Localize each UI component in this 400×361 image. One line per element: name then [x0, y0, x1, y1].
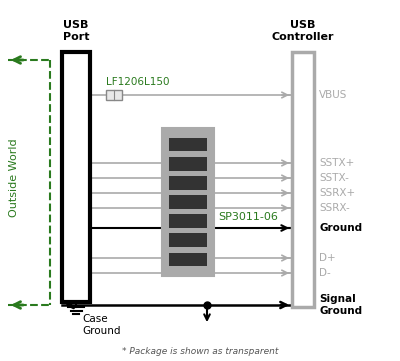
Text: D-: D-	[319, 268, 331, 278]
Bar	[292, 52, 314, 307]
Text: SSTX+: SSTX+	[319, 158, 354, 168]
Text: D+: D+	[319, 253, 336, 263]
Text: VBUS: VBUS	[319, 90, 347, 100]
Text: LF1206L150: LF1206L150	[106, 77, 170, 87]
Text: SSRX-: SSRX-	[319, 203, 350, 213]
Bar	[169, 234, 207, 247]
Bar	[162, 128, 214, 276]
Bar	[169, 214, 207, 228]
Text: * Package is shown as transparent: * Package is shown as transparent	[122, 348, 278, 357]
Text: Ground: Ground	[319, 223, 362, 233]
Text: USB
Port: USB Port	[63, 21, 89, 42]
Text: Signal
Ground: Signal Ground	[319, 294, 362, 316]
Bar	[169, 138, 207, 152]
Bar	[169, 176, 207, 190]
Bar	[169, 195, 207, 209]
Bar	[169, 157, 207, 171]
Text: SSRX+: SSRX+	[319, 188, 355, 198]
Bar	[106, 90, 122, 100]
Bar	[62, 52, 90, 302]
Text: Case
Ground: Case Ground	[82, 314, 120, 336]
Text: SSTX-: SSTX-	[319, 173, 349, 183]
Text: Outside World: Outside World	[9, 139, 19, 217]
Text: USB
Controller: USB Controller	[272, 21, 334, 42]
Text: SP3011-06: SP3011-06	[218, 212, 278, 222]
Bar	[169, 253, 207, 266]
